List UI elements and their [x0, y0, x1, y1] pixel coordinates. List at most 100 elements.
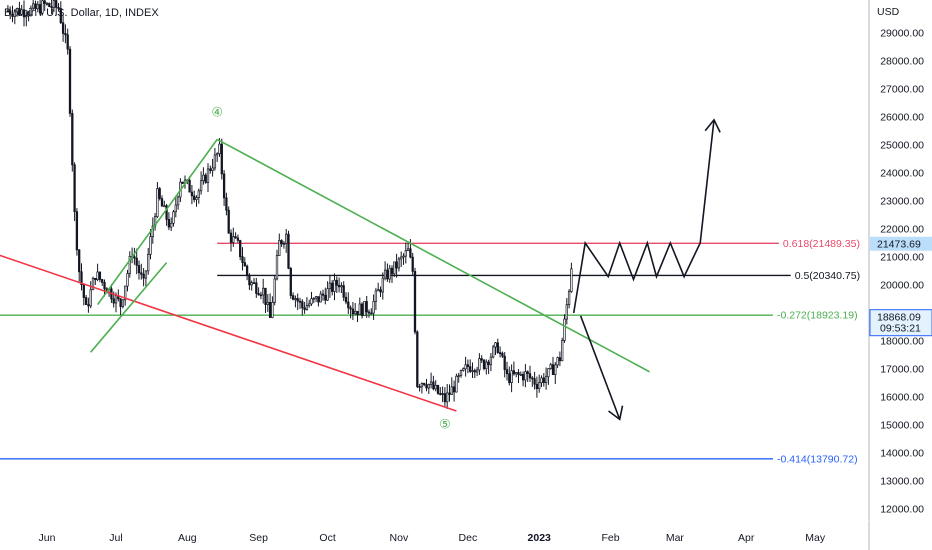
- candle-body: [377, 289, 380, 292]
- candle-body: [517, 372, 520, 375]
- candle-body: [199, 180, 203, 192]
- candle-body: [400, 256, 403, 260]
- candle-body: [469, 366, 472, 372]
- candle-body: [561, 340, 564, 362]
- candle-body: [478, 358, 481, 371]
- trendline-flag-upper[interactable]: [96, 138, 218, 306]
- candle-body: [540, 377, 543, 384]
- candle-body: [393, 261, 396, 275]
- candle-body: [190, 191, 194, 197]
- candle-body: [250, 282, 253, 286]
- candle-body: [73, 164, 76, 213]
- candle-body: [133, 256, 136, 259]
- candle-body: [296, 298, 299, 302]
- candle-body: [41, 0, 44, 14]
- candle-body: [174, 204, 177, 213]
- candle-body: [18, 8, 21, 15]
- projection-bullish-scenario[interactable]: [572, 119, 715, 314]
- candle-body: [82, 284, 85, 298]
- candle-body: [128, 256, 131, 274]
- price-tag-value: 18868.09: [877, 312, 921, 324]
- candle-body: [508, 373, 511, 384]
- candle-body: [68, 48, 72, 114]
- candle-body: [372, 301, 375, 314]
- candle-body: [510, 370, 513, 384]
- candle-body: [381, 277, 384, 293]
- candle-body: [225, 197, 228, 211]
- candle-body: [473, 370, 476, 373]
- candle-body: [71, 113, 74, 166]
- trendline-flag-lower[interactable]: [90, 262, 168, 353]
- candle-body: [15, 8, 19, 13]
- price-tag: [870, 236, 932, 251]
- candle-body: [158, 188, 161, 199]
- candle-body: [455, 375, 458, 393]
- candle-body: [549, 364, 552, 369]
- price-tick-label: 13000.00: [880, 476, 924, 488]
- projection-bearish-scenario[interactable]: [579, 315, 621, 420]
- candle-body: [61, 22, 65, 34]
- candle-body: [294, 298, 297, 300]
- candle-body: [121, 299, 125, 307]
- candle-body: [38, 4, 42, 14]
- candle-body: [22, 9, 26, 18]
- candle-body: [448, 392, 451, 395]
- candle-body: [475, 369, 479, 373]
- time-tick-label: Nov: [390, 532, 409, 544]
- candle-body: [32, 3, 35, 9]
- price-tick-label: 21000.00: [880, 252, 924, 264]
- candle-body: [515, 372, 518, 375]
- candle-body: [220, 143, 223, 175]
- candle-body: [271, 302, 274, 318]
- price-tag-countdown: 09:53:21: [880, 323, 921, 335]
- candle-body: [255, 282, 258, 294]
- candle-body: [347, 301, 350, 309]
- trendline-lower-support[interactable]: [0, 235, 457, 412]
- candle-body: [531, 377, 534, 380]
- candle-body: [149, 236, 152, 255]
- candle-body: [379, 289, 382, 293]
- candle-body: [471, 370, 474, 372]
- candle-body: [457, 375, 460, 377]
- candle-body: [213, 154, 217, 169]
- candle-body: [365, 301, 368, 313]
- candle-body: [535, 383, 539, 389]
- price-tick-label: 22000.00: [880, 224, 924, 236]
- candle-body: [397, 258, 401, 269]
- candle-body: [227, 209, 230, 234]
- candle-body: [204, 174, 207, 183]
- candle-body: [252, 282, 256, 284]
- candle-body: [492, 346, 495, 358]
- candle-body: [45, 2, 49, 5]
- candle-body: [163, 205, 166, 208]
- candle-body: [324, 294, 327, 301]
- time-tick-label: Feb: [601, 532, 619, 544]
- candle-body: [13, 11, 16, 17]
- wave-label: ⑤: [439, 418, 451, 433]
- candle-body: [234, 236, 237, 239]
- candle-body: [232, 236, 235, 243]
- candle-body: [96, 271, 99, 281]
- candle-body: [229, 232, 233, 243]
- candle-body: [298, 300, 302, 303]
- candle-body: [383, 269, 387, 279]
- candle-body: [538, 382, 541, 389]
- candle-body: [27, 14, 30, 17]
- candle-body: [563, 318, 566, 341]
- candle-body: [423, 383, 426, 386]
- candle-body: [358, 303, 361, 315]
- candle-body: [496, 342, 499, 353]
- candle-body: [331, 282, 334, 292]
- trendline-upper-wedge[interactable]: [216, 138, 650, 373]
- candle-body: [446, 392, 449, 403]
- projection-arrowhead: [704, 118, 721, 133]
- candle-body: [567, 291, 571, 306]
- candle-body: [432, 381, 435, 390]
- candle-body: [547, 368, 550, 378]
- candle-body: [425, 384, 428, 389]
- candle-body: [363, 301, 366, 316]
- candle-body: [193, 195, 196, 200]
- candle-body: [395, 261, 398, 269]
